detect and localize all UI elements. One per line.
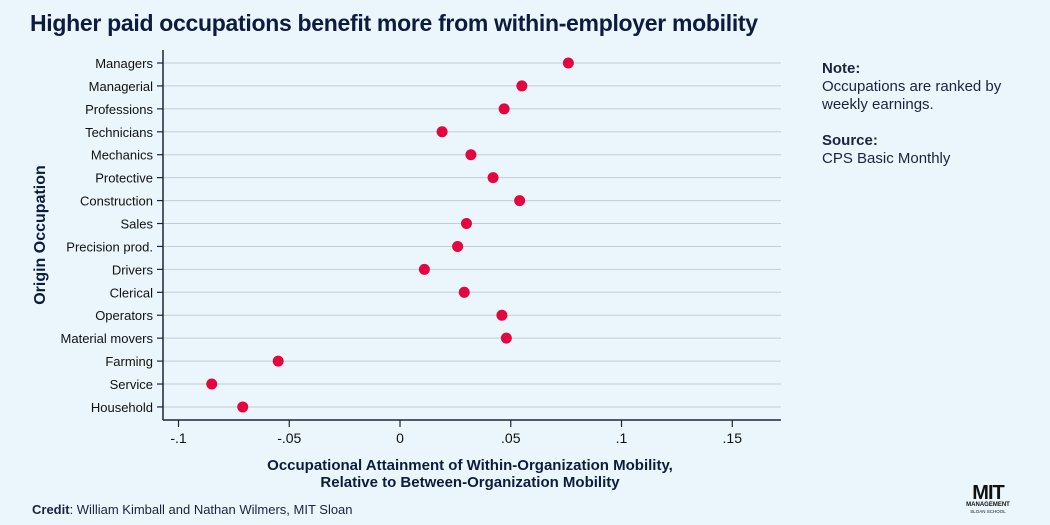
y-tick-label: Precision prod. [66, 239, 153, 254]
y-tick-label: Material movers [61, 331, 154, 346]
credit-label: Credit [32, 502, 70, 517]
y-tick-label: Operators [95, 308, 153, 323]
data-point [496, 309, 508, 321]
x-tick-label: 0 [396, 430, 404, 446]
credit-text: : William Kimball and Nathan Wilmers, MI… [69, 502, 353, 517]
y-tick-label: Service [110, 377, 153, 392]
data-point [418, 263, 430, 275]
y-tick-label: Technicians [85, 125, 153, 140]
logo-main: MIT [972, 482, 1004, 504]
data-point [237, 401, 249, 413]
source-heading: Source: [822, 132, 878, 149]
x-tick-label: -.1 [170, 430, 187, 446]
data-point [436, 126, 448, 138]
credit: Credit: William Kimball and Nathan Wilme… [32, 502, 353, 517]
note-heading: Note: [822, 60, 861, 77]
logo-line1: MANAGEMENT [966, 502, 1010, 508]
chart-title: Higher paid occupations benefit more fro… [30, 10, 758, 36]
data-point [458, 286, 470, 298]
data-point [498, 103, 510, 115]
x-tick-label: .1 [616, 430, 628, 446]
x-axis-label: Relative to Between-Organization Mobilit… [320, 474, 620, 491]
mit-sloan-logo: MIT MANAGEMENT SLOAN SCHOOL [958, 482, 1018, 515]
y-tick-label: Household [91, 400, 153, 415]
note-line: Occupations are ranked by [822, 78, 1002, 95]
y-tick-label: Construction [80, 194, 153, 209]
y-tick-label: Professions [85, 102, 153, 117]
x-axis-label: Occupational Attainment of Within-Organi… [267, 457, 673, 474]
y-tick-label: Managers [95, 56, 153, 71]
y-tick-label: Mechanics [91, 148, 154, 163]
data-point [500, 332, 512, 344]
side-notes: Note: Occupations are ranked by weekly e… [822, 60, 1001, 168]
y-axis-label: Origin Occupation [32, 165, 49, 305]
x-tick-label: .15 [723, 430, 743, 446]
data-point [460, 218, 472, 230]
x-tick-label: .05 [501, 430, 521, 446]
y-tick-label: Farming [105, 354, 153, 369]
y-tick-label: Clerical [110, 285, 153, 300]
data-point [206, 378, 218, 390]
data-point [272, 355, 284, 367]
y-tick-label: Protective [95, 171, 153, 186]
data-point [562, 57, 574, 69]
note-line: weekly earnings. [822, 96, 934, 113]
data-point [465, 149, 477, 161]
y-tick-label: Sales [120, 217, 153, 232]
data-point [516, 80, 528, 92]
source-text: CPS Basic Monthly [822, 150, 951, 167]
y-tick-label: Drivers [112, 262, 154, 277]
data-point [514, 195, 526, 207]
logo-line2: SLOAN SCHOOL [970, 509, 1006, 514]
data-point [452, 240, 464, 252]
x-tick-label: -.05 [277, 430, 301, 446]
data-point [487, 172, 499, 184]
y-tick-label: Managerial [89, 79, 153, 94]
